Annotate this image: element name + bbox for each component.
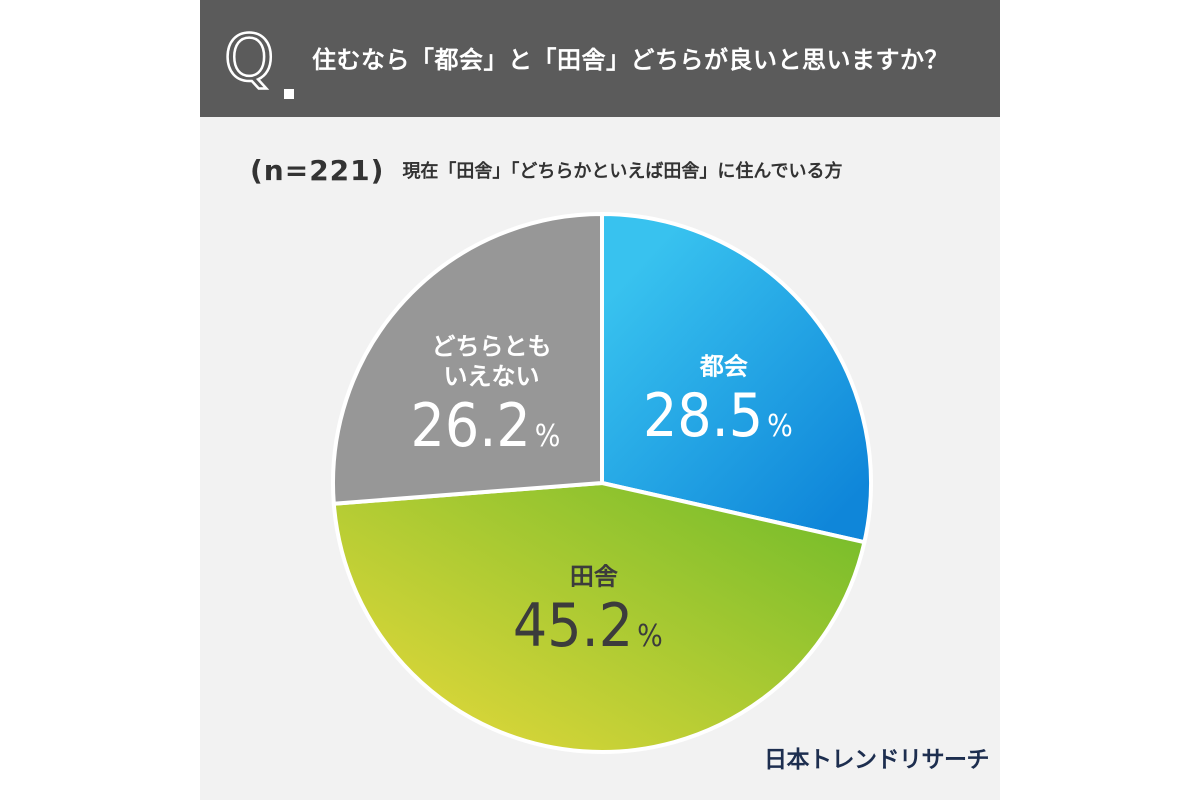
slice-value-unit-neither: % [535, 419, 561, 454]
sample-size: (n=221) [250, 153, 385, 187]
pie-slice-neither [331, 212, 604, 506]
slice-value-number-city: 28.5 [643, 381, 763, 451]
brand-logo: 日本トレンドリサーチ [764, 747, 990, 773]
q-letter: Q [224, 22, 274, 96]
question-title: 住むなら「都会」と「田舎」どちらが良いと思いますか？ [312, 46, 949, 74]
respondent-description: 現在「田舎」「どちらかといえば田舎」に住んでいる方 [402, 161, 843, 182]
slice-label-neither: いえない [443, 362, 539, 390]
pie-slice-city [600, 212, 873, 545]
slice-value-unit-city: % [767, 409, 793, 444]
slice-label-city: 都会 [699, 352, 748, 380]
slice-value-city: 28.5% [643, 381, 793, 451]
slice-value-neither: 26.2% [411, 391, 561, 461]
slice-value-unit-countryside: % [637, 619, 663, 654]
slice-value-countryside: 45.2% [513, 591, 663, 661]
q-badge-icon: Q [223, 21, 294, 99]
question-header: Q 住むなら「都会」と「田舎」どちらが良いと思いますか？ [200, 0, 1000, 117]
q-dot [284, 89, 294, 99]
slice-label-countryside: 田舎 [570, 562, 619, 590]
pie-slice-countryside [331, 481, 867, 754]
slice-label-neither: どちらとも [431, 332, 551, 360]
slice-value-number-neither: 26.2 [411, 391, 531, 461]
survey-card: Q 住むなら「都会」と「田舎」どちらが良いと思いますか？ (n=221) 現在「… [200, 0, 1000, 800]
slice-value-number-countryside: 45.2 [513, 591, 633, 661]
subheading: (n=221) 現在「田舎」「どちらかといえば田舎」に住んでいる方 [250, 148, 843, 192]
